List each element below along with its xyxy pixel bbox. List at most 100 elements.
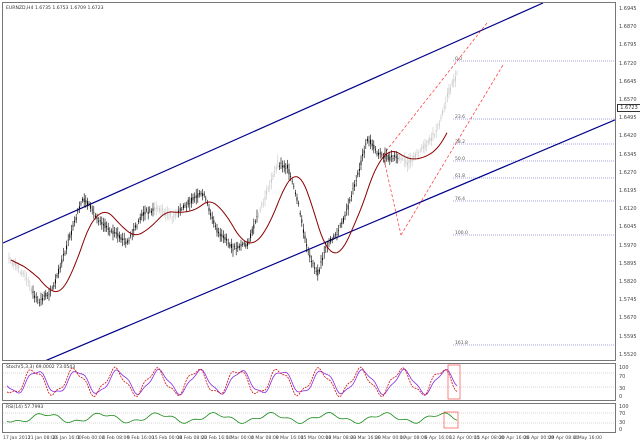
candle-body: [30, 288, 32, 293]
candle-body: [331, 239, 333, 241]
candle-body: [429, 137, 431, 142]
candle-body: [454, 76, 456, 81]
time-tick: 12 Apr 00:00: [449, 436, 480, 441]
candle-body: [118, 235, 120, 239]
candle-body: [243, 242, 245, 245]
candle-body: [328, 242, 330, 244]
candle-body: [237, 245, 239, 249]
time-tick: 4 Mar 08:00: [251, 436, 279, 441]
candles: [8, 70, 458, 307]
rsi-level-0: 0: [619, 427, 623, 433]
candle-body: [211, 216, 213, 219]
candle-body: [446, 93, 448, 97]
candle-body: [43, 295, 45, 297]
candle-body: [320, 261, 322, 263]
candle-body: [138, 220, 140, 223]
trend-line-upper: [382, 22, 488, 156]
candle-body: [230, 243, 232, 248]
candle-body: [189, 203, 191, 204]
candle-body: [357, 172, 359, 176]
candle-body: [182, 205, 184, 209]
candle-body: [254, 221, 256, 223]
candle-body: [245, 244, 247, 247]
candle-body: [256, 216, 258, 217]
candle-body: [50, 290, 52, 292]
candle-body: [398, 157, 400, 158]
candle-body: [94, 215, 96, 217]
time-tick: 9 Mar 16:00: [275, 436, 304, 441]
price-tick: 1.5895: [619, 260, 637, 267]
candle-body: [136, 226, 138, 228]
rsi-pane[interactable]: RSI(14) 57.7993: [2, 403, 616, 433]
candle-body: [11, 262, 13, 265]
candle-body: [203, 193, 205, 196]
candle-body: [40, 298, 42, 300]
candle-body: [222, 235, 224, 238]
rsi-highlight-box: [443, 411, 459, 429]
trend-line-base: [382, 154, 402, 236]
candle-body: [355, 180, 357, 182]
stoch-level-100: 100: [619, 365, 629, 371]
candle-body: [291, 181, 293, 182]
candle-body: [242, 244, 244, 245]
candle-body: [274, 171, 276, 172]
trend-line-lower: [400, 64, 504, 236]
candle-body: [410, 157, 412, 163]
candle-body: [139, 216, 141, 220]
candle-body: [290, 176, 292, 177]
candle-body: [64, 253, 66, 254]
price-tick: 1.6570: [619, 97, 637, 103]
candle-body: [142, 212, 144, 216]
candle-body: [307, 250, 309, 252]
candle-body: [456, 72, 458, 74]
price-tick: 1.6870: [619, 24, 637, 31]
candle-body: [259, 208, 261, 211]
candle-body: [16, 264, 18, 269]
time-tick: 15 Apr 08:00: [474, 436, 505, 441]
candle-body: [205, 198, 207, 200]
candle-body: [218, 231, 220, 234]
candle-body: [82, 198, 84, 201]
time-tick: 29 Mar 00:00: [375, 436, 406, 441]
time-tick: 29 Apr 08:00: [548, 436, 579, 441]
candle-body: [51, 287, 53, 289]
candle-body: [246, 241, 248, 246]
candle-body: [48, 294, 50, 295]
candle-body: [93, 211, 95, 213]
rsi-level-100: 100: [619, 404, 629, 410]
candle-body: [80, 203, 82, 205]
candle-body: [365, 143, 367, 145]
candle-body: [112, 230, 114, 234]
price-chart-pane[interactable]: EURNZD,H4 1.6735 1.6753 1.6709 1.6723 0.…: [2, 2, 616, 361]
time-tick: 1 Mar 00:00: [226, 436, 254, 441]
candle-body: [21, 271, 23, 275]
candle-body: [362, 154, 364, 156]
candle-body: [408, 159, 410, 164]
candle-body: [162, 208, 164, 211]
candle-body: [253, 224, 255, 229]
time-tick: 15 Mar 00:00: [300, 436, 332, 441]
price-tick: 1.5670: [619, 315, 637, 322]
candle-body: [416, 152, 418, 153]
stochastic-pane[interactable]: Stoch(5,3,3) 69.0002 73.0543: [2, 363, 616, 401]
candle-body: [293, 186, 295, 187]
candle-body: [432, 132, 434, 136]
time-tick: 21 Jan 08:00: [27, 436, 57, 441]
candle-body: [405, 160, 407, 164]
candle-body: [35, 297, 37, 298]
candle-body: [155, 207, 157, 210]
candle-body: [102, 224, 104, 226]
candle-body: [27, 281, 29, 283]
candle-body: [371, 143, 373, 147]
price-tick: 1.6495: [619, 115, 637, 122]
candle-body: [170, 213, 172, 216]
stoch-main-line: [6, 366, 458, 398]
candle-body: [411, 160, 413, 162]
candle-body: [422, 145, 424, 148]
candle-body: [270, 178, 272, 183]
candle-body: [413, 155, 415, 158]
candle-body: [382, 157, 384, 159]
candle-body: [74, 220, 76, 223]
time-tick: 6 Apr 16:00: [424, 436, 452, 441]
